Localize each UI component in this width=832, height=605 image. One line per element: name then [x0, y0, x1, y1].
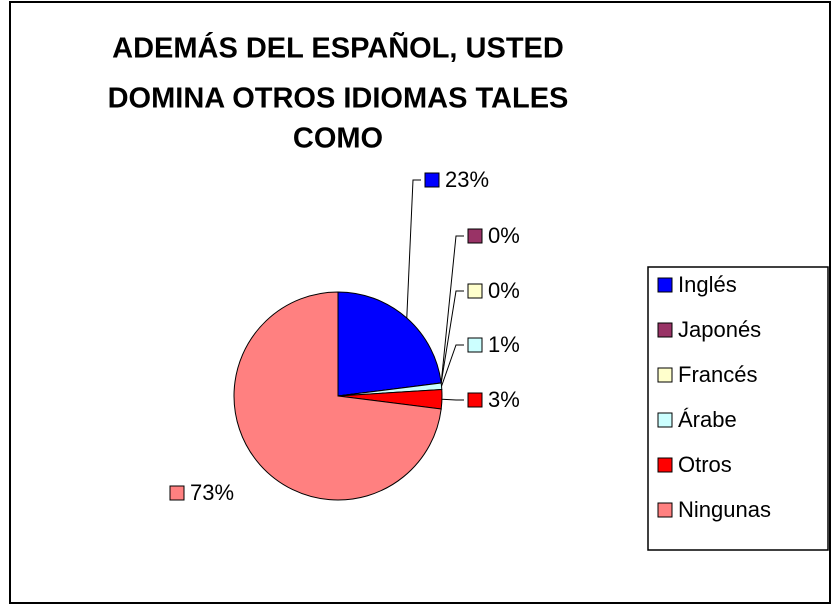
pie-slice [233, 291, 442, 501]
label-swatch [467, 283, 483, 299]
leader-line [440, 290, 464, 384]
legend-label: Árabe [678, 407, 737, 432]
label-swatch [424, 172, 440, 188]
legend-label: Otros [678, 452, 732, 477]
chart-title: ADEMÁS DEL ESPAÑOL, USTED [112, 31, 564, 65]
chart-title: COMO [293, 123, 383, 155]
legend-swatch [657, 367, 673, 383]
legend-label: Ningunas [678, 497, 771, 522]
data-label: 73% [190, 480, 234, 505]
label-swatch [169, 485, 185, 501]
label-swatch [467, 392, 483, 408]
data-label: 1% [488, 332, 520, 357]
legend-label: Japonés [678, 317, 761, 342]
leader-line [406, 179, 421, 319]
data-label: 23% [445, 167, 489, 192]
leader-line [441, 398, 464, 401]
data-label: 3% [488, 387, 520, 412]
legend-label: Francés [678, 362, 757, 387]
chart-title: DOMINA OTROS IDIOMAS TALES [108, 83, 569, 115]
leader-line [441, 344, 464, 387]
legend-swatch [657, 457, 673, 473]
legend-swatch [657, 322, 673, 338]
data-label: 0% [488, 223, 520, 248]
leader-line [440, 235, 464, 384]
legend-swatch [657, 412, 673, 428]
legend [647, 266, 829, 551]
legend-swatch [657, 277, 673, 293]
label-swatch [467, 337, 483, 353]
data-label: 0% [488, 278, 520, 303]
legend-label: Inglés [678, 272, 737, 297]
label-swatch [467, 228, 483, 244]
legend-swatch [657, 502, 673, 518]
